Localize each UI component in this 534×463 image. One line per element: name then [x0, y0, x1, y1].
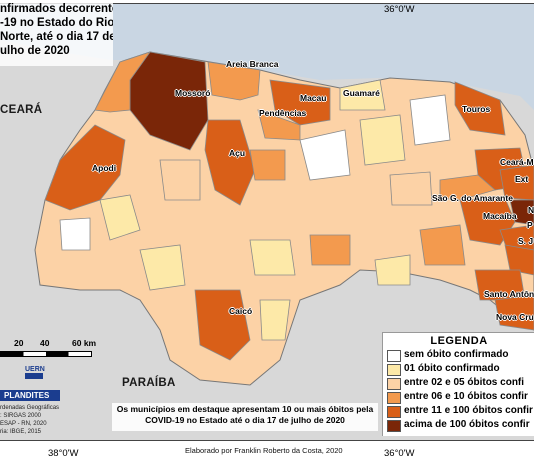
legend-label: entre 11 e 100 óbitos confir [404, 405, 533, 416]
legend-swatch [387, 406, 401, 418]
municipality-central-12 [59, 217, 91, 251]
note-box [112, 403, 378, 431]
municipality-natal [509, 199, 534, 226]
city-label-natal-partial: N [528, 205, 534, 215]
legend-label: sem óbito confirmado [404, 349, 509, 360]
city-label-macau: Macau [300, 93, 327, 103]
city-label-areia-branca: Areia Branca [226, 59, 279, 69]
municipality-areia-branca [207, 61, 261, 101]
uern-logo: UERN [25, 366, 45, 373]
municipality-central-7 [99, 194, 141, 241]
municipality-central-9 [249, 239, 296, 276]
legend-label: entre 02 e 05 óbitos confi [404, 377, 525, 388]
municipality-central-2 [359, 114, 406, 166]
legend-title: LEGENDA [430, 335, 488, 347]
city-label-acu: Açu [229, 148, 246, 158]
scale-label-20: 20 [14, 338, 24, 348]
coordinate-top-right: 36°0'W [384, 4, 415, 15]
city-label-mossoro: Mossoró [175, 88, 211, 98]
legend-item: acima de 100 óbitos confir [387, 419, 534, 432]
city-label-touros: Touros [462, 104, 491, 114]
map-title-line-4: ulho de 2020 [0, 45, 70, 57]
map-title-box: nfirmados decorrentes -19 no Estado do R… [0, 0, 113, 66]
municipality-caico [194, 289, 251, 361]
municipality-central-10 [374, 254, 411, 286]
city-label-ceara-mirim: Ceará-Mi [500, 157, 534, 167]
legend-swatch [387, 420, 401, 432]
municipality-northwest [94, 51, 152, 113]
legend-label: 01 óbito confirmado [404, 363, 500, 374]
municipality-central-1 [299, 129, 351, 181]
municipality-central-4 [249, 149, 286, 181]
municipality-guamare [339, 79, 386, 111]
city-label-caico: Caicó [229, 306, 253, 316]
credit-line-2: : SIRGAS 2000 [0, 413, 42, 419]
legend-swatch [387, 392, 401, 404]
map-frame-top [0, 0, 534, 4]
map-note: Os municípios em destaque apresentam 10 … [116, 404, 374, 425]
city-label-guamare: Guamaré [343, 88, 380, 98]
municipality-extremoz [499, 164, 534, 201]
coordinate-bottom-right: 36°0'W [384, 448, 415, 459]
map-title-line-3: Norte, até o dia 17 de [0, 31, 113, 43]
municipality-nova-cruz [494, 294, 534, 331]
map-title-line-1: nfirmados decorrentes [0, 3, 113, 15]
legend-swatch [387, 378, 401, 390]
legend-label: acima de 100 óbitos confir [404, 419, 530, 430]
scale-label-60: 60 km [72, 338, 97, 348]
legend-swatch [387, 350, 401, 362]
city-label-ext: Ext [515, 174, 529, 184]
legend-item: entre 02 e 05 óbitos confi [387, 377, 534, 390]
city-label-macaiba: Macaíba [483, 211, 517, 221]
legend-item: 01 óbito confirmado [387, 363, 534, 376]
municipality-central-5 [309, 234, 351, 266]
municipality-touros [454, 81, 506, 136]
scale-label-40: 40 [40, 338, 50, 348]
city-label-pendencias: Pendências [259, 108, 307, 118]
scale-bar: 20 40 60 km [0, 338, 100, 358]
credit-line-4: ria: IBGE, 2015 [0, 429, 42, 435]
city-label-apodi: Apodi [92, 163, 117, 173]
municipality-central-6 [419, 224, 466, 266]
municipalities [44, 51, 534, 361]
municipality-central-13 [389, 171, 433, 206]
legend-item: entre 11 e 100 óbitos confir [387, 405, 534, 418]
municipality-central-14 [159, 159, 201, 201]
credit-line-1: rdenadas Geográficas [0, 405, 60, 411]
region-label-ceara: CEARÁ [0, 104, 43, 116]
legend-swatch [387, 364, 401, 376]
region-label-paraiba: PARAÍBA [122, 377, 176, 389]
city-label-parnamirim-partial: P [527, 220, 533, 230]
city-label-nova-cruz: Nova Cruz [496, 312, 534, 322]
municipality-central-11 [259, 299, 291, 341]
municipality-central-3 [409, 94, 451, 146]
uern-logo-mark [25, 373, 43, 379]
coordinate-bottom-left: 38°0'W [48, 448, 79, 459]
municipality-acu [204, 119, 256, 206]
legend: LEGENDA sem óbito confirmado 01 óbito co… [382, 332, 534, 436]
municipality-apodi [44, 124, 126, 211]
legend-label: entre 06 e 10 óbitos confir [404, 391, 528, 402]
legend-item: entre 06 e 10 óbitos confir [387, 391, 534, 404]
legend-item: sem óbito confirmado [387, 349, 534, 362]
city-label-sao-jose: S. J [518, 236, 534, 246]
author-credit: Elaborado por Franklin Roberto da Costa,… [185, 446, 343, 455]
map-title-line-2: -19 no Estado do Rio [0, 17, 113, 29]
municipality-sao-jose [504, 244, 534, 276]
municipality-central-8 [139, 244, 186, 291]
map-frame-bottom [0, 440, 534, 463]
city-label-santo-antonio: Santo Antônio [484, 289, 534, 299]
credit-line-3: ESAP - RN, 2020 [0, 421, 47, 427]
city-label-sao-goncalo: São G. do Amarante [432, 193, 513, 203]
municipality-macau [269, 79, 331, 126]
scale-bar-graphic [0, 351, 92, 357]
plandites-logo: PLANDITES [0, 390, 60, 401]
municipality-sao-goncalo [439, 174, 496, 201]
